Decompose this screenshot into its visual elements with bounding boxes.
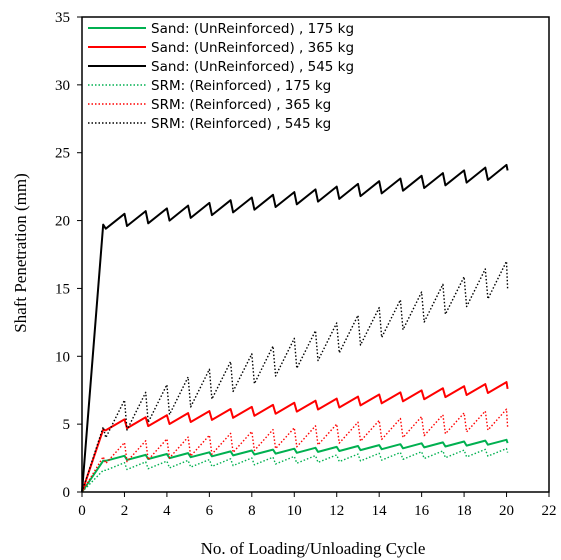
legend: Sand: (UnReinforced) , 175 kg Sand: (UnRe…	[88, 21, 354, 132]
y-tick-label: 25	[55, 146, 70, 162]
legend-label-6: SRM: (Reinforced) , 545 kg	[151, 116, 331, 132]
y-tick-label: 5	[63, 417, 71, 433]
x-tick-label: 8	[248, 503, 256, 519]
series-line-1	[81, 438, 509, 493]
series-line-4	[81, 447, 509, 493]
x-tick-label: 0	[78, 503, 86, 519]
x-tick-label: 16	[414, 503, 430, 519]
y-tick-label: 35	[55, 10, 70, 26]
legend-label-3: Sand: (UnReinforced) , 545 kg	[151, 59, 354, 75]
axes-layer: 0 2 4 6 8 10 12 14 16 18 20 22 0 5 10 15 20 25 30 35	[55, 10, 557, 519]
legend-label-2: Sand: (UnReinforced) , 365 kg	[151, 40, 354, 56]
y-tick-label: 10	[55, 349, 70, 365]
legend-label-4: SRM: (Reinforced) , 175 kg	[151, 78, 331, 94]
series-line-5	[81, 408, 509, 493]
y-tick-label: 30	[55, 78, 70, 94]
lines-layer	[81, 163, 509, 493]
plot-frame	[81, 16, 550, 493]
x-axis-title: No. of Loading/Unloading Cycle	[201, 539, 426, 558]
y-tick-label: 15	[55, 281, 70, 297]
legend-label-1: Sand: (UnReinforced) , 175 kg	[151, 21, 354, 37]
series-line-2	[81, 381, 509, 493]
x-tick-label: 20	[499, 503, 514, 519]
x-tick-label: 12	[329, 503, 344, 519]
x-tick-label: 18	[457, 503, 472, 519]
x-tick-label: 4	[163, 503, 171, 519]
x-tick-label: 14	[372, 503, 388, 519]
y-tick-label: 20	[55, 214, 70, 230]
x-tick-label: 22	[542, 503, 557, 519]
x-tick-label: 6	[206, 503, 214, 519]
x-tick-label: 10	[287, 503, 302, 519]
y-axis-title: Shaft Penetration (mm)	[11, 173, 30, 333]
y-tick-label: 0	[63, 485, 71, 501]
legend-label-5: SRM: (Reinforced) , 365 kg	[151, 97, 331, 113]
x-tick-label: 2	[121, 503, 129, 519]
series-line-3	[81, 163, 509, 493]
